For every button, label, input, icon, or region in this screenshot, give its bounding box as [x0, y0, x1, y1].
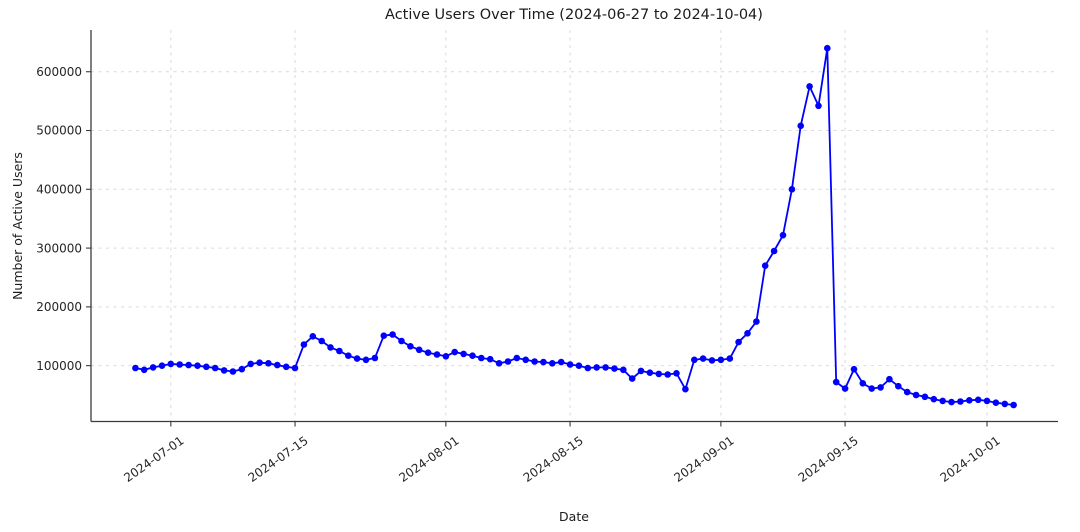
y-tick-labels: 100000 200000 300000 400000 500000 600000 — [36, 65, 82, 373]
x-axis-title: Date — [559, 509, 589, 524]
data-line — [135, 48, 1014, 406]
svg-text:2024-07-01: 2024-07-01 — [121, 433, 186, 484]
grid-lines — [91, 30, 1058, 422]
y-axis-title: Number of Active Users — [10, 152, 25, 300]
chart-title: Active Users Over Time (2024-06-27 to 20… — [385, 7, 763, 23]
svg-text:200000: 200000 — [36, 300, 82, 314]
axis-tick-marks — [86, 71, 988, 427]
svg-text:2024-09-15: 2024-09-15 — [796, 433, 861, 484]
svg-text:2024-08-15: 2024-08-15 — [521, 433, 586, 484]
axis-spines — [90, 30, 1058, 423]
x-tick-labels: 2024-07-01 2024-07-15 2024-08-01 2024-08-15… — [121, 433, 1002, 484]
svg-text:300000: 300000 — [36, 241, 82, 255]
svg-text:2024-08-01: 2024-08-01 — [396, 433, 461, 484]
svg-text:2024-07-15: 2024-07-15 — [246, 433, 311, 484]
svg-text:600000: 600000 — [36, 65, 82, 79]
svg-text:2024-09-01: 2024-09-01 — [671, 433, 736, 484]
svg-text:500000: 500000 — [36, 124, 82, 138]
data-point-markers — [132, 44, 1017, 409]
svg-text:100000: 100000 — [36, 359, 82, 373]
svg-text:2024-10-01: 2024-10-01 — [938, 433, 1003, 484]
svg-text:400000: 400000 — [36, 183, 82, 197]
